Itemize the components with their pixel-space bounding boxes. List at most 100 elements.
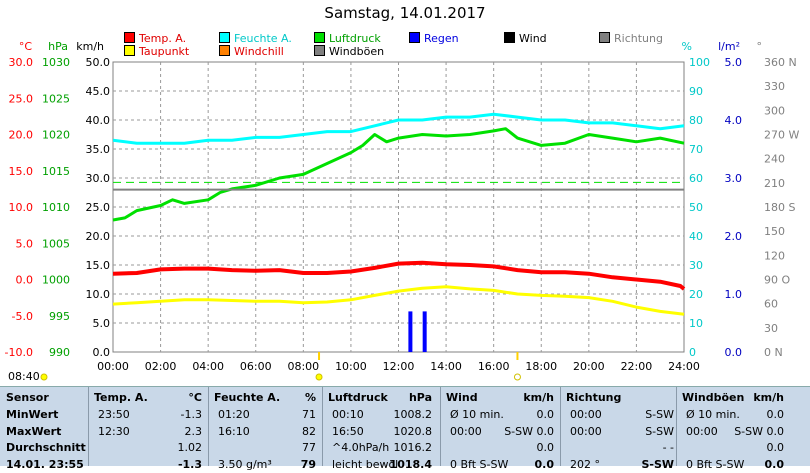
chart-title: Samstag, 14.01.2017 bbox=[324, 4, 486, 22]
table-cell-value: 0.0 bbox=[536, 408, 555, 421]
tick-label-wind: 50.0 bbox=[86, 56, 111, 69]
table-cell-value: 82 bbox=[302, 424, 316, 438]
tick-label-wind: 15.0 bbox=[86, 259, 111, 272]
weather-chart: °C hPa km/h% l/m² ° 30.0 25.0 20.0 15.0 10.0 5.0 0.… bbox=[5, 40, 799, 381]
tick-label-wind: 45.0 bbox=[86, 85, 111, 98]
table-cell-detail: 00:00 bbox=[450, 424, 482, 438]
tick-label-humidity: 70 bbox=[689, 143, 703, 156]
table-divider bbox=[322, 387, 323, 466]
stats-table: Sensor Temp. A. °C Feuchte A.% Luftdruck hPa W… bbox=[0, 386, 810, 471]
tick-label-humidity: 10 bbox=[689, 317, 703, 330]
table-cell-value: S-SW bbox=[645, 424, 674, 438]
table-cell-value: S-SW 0.0 bbox=[734, 424, 784, 438]
legend-item-pressure: Luftdruck bbox=[314, 32, 381, 45]
tick-label-wind: 5.0 bbox=[93, 317, 111, 330]
tick-label-time: 18:00 bbox=[525, 360, 557, 373]
tick-label-humidity: 80 bbox=[689, 114, 703, 127]
tick-label-temp: -10.0 bbox=[5, 346, 33, 359]
legend-label: Windchill bbox=[234, 45, 284, 58]
table-header-unit: °C bbox=[188, 391, 202, 404]
table-cell-value: -1.3 bbox=[177, 457, 202, 471]
table-cell-value: 77 bbox=[302, 441, 316, 454]
table-header: Temp. A. bbox=[94, 391, 148, 404]
tick-label-pressure: 1005 bbox=[42, 237, 70, 250]
table-cell-value: 71 bbox=[302, 408, 316, 421]
tick-label-wind: 35.0 bbox=[86, 143, 111, 156]
tick-label-pressure: 1010 bbox=[42, 201, 70, 214]
table-cell-value: 0.0 bbox=[534, 457, 555, 471]
tick-label-time: 06:00 bbox=[240, 360, 272, 373]
legend-label: Windböen bbox=[329, 45, 385, 58]
tick-label-wind: 30.0 bbox=[86, 172, 111, 185]
tick-label-rain: 4.0 bbox=[725, 114, 743, 127]
legend-item-dewpoint: Taupunkt bbox=[124, 45, 189, 58]
table-cell-detail: 12:30 bbox=[98, 424, 130, 438]
table-header: Luftdruck bbox=[328, 391, 388, 404]
tick-label-time: 04:00 bbox=[192, 360, 224, 373]
legend-item-humidity: Feuchte A. bbox=[219, 32, 292, 45]
table-cell-detail: Ø 10 min. bbox=[450, 408, 504, 421]
table-cell-value: 1.02 bbox=[177, 441, 203, 454]
legend-swatch bbox=[314, 32, 325, 43]
tick-label-pressure: 1025 bbox=[42, 92, 70, 105]
legend-label: Temp. A. bbox=[139, 32, 187, 45]
legend-item-windchill: Windchill bbox=[219, 45, 284, 58]
tick-label-direction: 60 bbox=[764, 298, 778, 311]
table-header-unit: hPa bbox=[408, 391, 432, 404]
table-cell-detail: 16:50 bbox=[332, 424, 364, 438]
table-header-unit: % bbox=[304, 391, 316, 404]
tick-label-humidity: 60 bbox=[689, 172, 703, 185]
legend-label: Regen bbox=[424, 32, 459, 45]
tick-label-wind: 20.0 bbox=[86, 230, 111, 243]
table-cell-detail: 00:00 bbox=[570, 408, 602, 421]
tick-label-wind: 25.0 bbox=[86, 201, 111, 214]
tick-label-direction: 300 bbox=[764, 104, 785, 117]
tick-label-rain: 3.0 bbox=[725, 172, 743, 185]
legend-swatch bbox=[219, 45, 230, 56]
table-cell-value: 1016.2 bbox=[393, 441, 433, 454]
table-cell-value: 0.0 bbox=[766, 441, 785, 454]
legend-item-rain: Regen bbox=[409, 32, 459, 45]
tick-label-humidity: 50 bbox=[689, 201, 703, 214]
table-cell-value: 1018.4 bbox=[389, 457, 432, 471]
tick-label-rain: 2.0 bbox=[725, 230, 743, 243]
table-cell-detail: 23:50 bbox=[98, 408, 130, 421]
tick-label-time: 08:00 bbox=[287, 360, 319, 373]
table-cell-detail: ^4.0hPa/h bbox=[332, 441, 390, 454]
series-line-tempa bbox=[112, 260, 686, 291]
table-cell-detail: 16:10 bbox=[218, 424, 250, 438]
tick-label-pressure: 1020 bbox=[42, 129, 70, 142]
legend-swatch bbox=[314, 45, 325, 56]
legend-swatch bbox=[124, 32, 135, 43]
tick-label-time: 00:00 bbox=[97, 360, 129, 373]
tick-label-time: 22:00 bbox=[621, 360, 653, 373]
legend-label: Taupunkt bbox=[139, 45, 190, 58]
tick-label-time: 12:00 bbox=[383, 360, 415, 373]
legend-swatch bbox=[504, 32, 515, 43]
tick-label-direction: 120 bbox=[764, 249, 785, 262]
legend-swatch bbox=[409, 32, 420, 43]
tick-label-pressure: 990 bbox=[49, 346, 70, 359]
tick-label-direction: 0 N bbox=[764, 346, 783, 359]
table-row-label: MinWert bbox=[6, 408, 59, 421]
series-line-taupunkt bbox=[112, 285, 685, 316]
sunrise-time: 08:40 bbox=[8, 370, 40, 383]
table-cell-value: S-SW bbox=[641, 457, 674, 471]
tick-label-direction: 360 N bbox=[764, 56, 797, 69]
table-header: Wind bbox=[446, 391, 478, 404]
tick-label-humidity: 100 bbox=[689, 56, 710, 69]
table-header: Windböen bbox=[682, 391, 745, 404]
tick-label-direction: 30 bbox=[764, 322, 778, 335]
tick-label-humidity: 0 bbox=[689, 346, 696, 359]
table-cell-value: 0.0 bbox=[764, 457, 785, 471]
tick-label-wind: 10.0 bbox=[86, 288, 111, 301]
sunrise-icon bbox=[315, 373, 323, 381]
legend-swatch bbox=[219, 32, 230, 43]
tick-label-pressure: 1030 bbox=[42, 56, 70, 69]
legend-item-gusts: Windböen bbox=[314, 45, 384, 58]
legend-item-wind: Wind bbox=[504, 32, 547, 45]
table-row-label: 14.01. 23:55 bbox=[6, 457, 84, 471]
tick-label-rain: 5.0 bbox=[725, 56, 743, 69]
table-cell-value: 1020.8 bbox=[393, 424, 433, 438]
tick-label-direction: 270 W bbox=[764, 129, 799, 142]
